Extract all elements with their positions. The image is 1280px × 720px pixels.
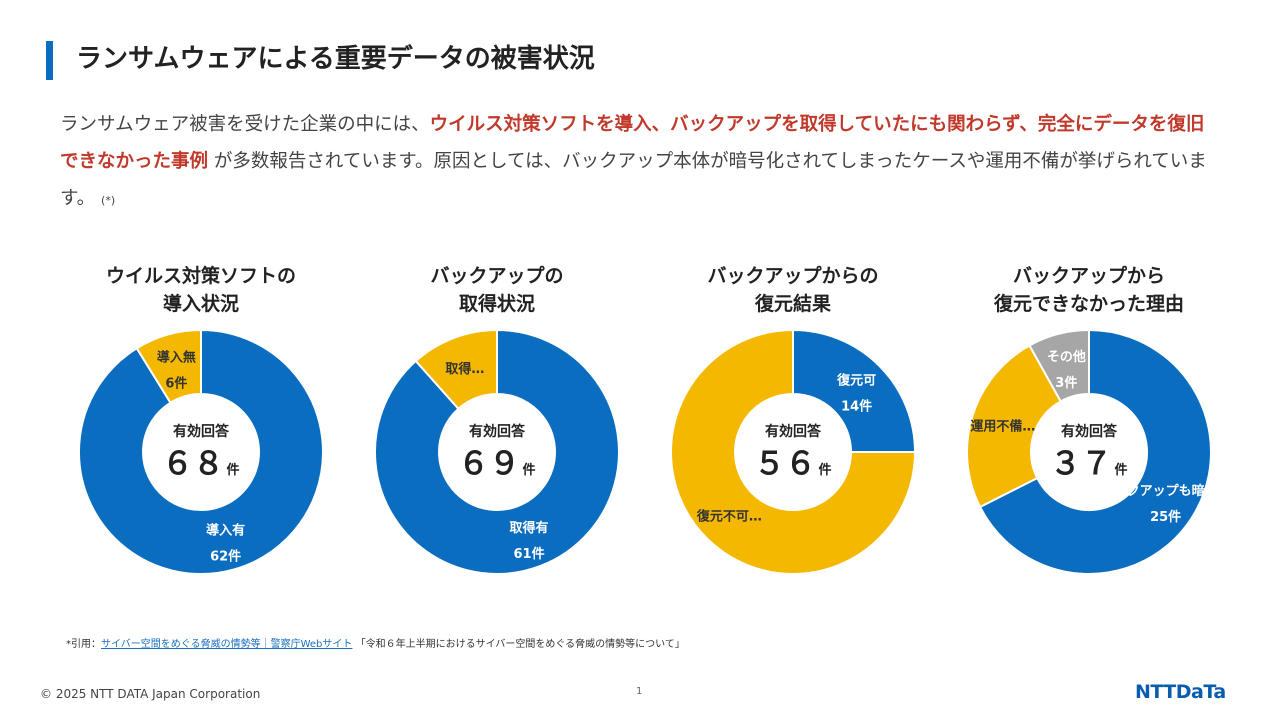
chart-antivirus-status: ウイルス対策ソフトの 導入状況 導入有 62件 導入無 6件有効回答 ６８ 件 <box>71 262 331 582</box>
donut-slice <box>135 328 202 405</box>
center-value: ６９ <box>458 446 520 482</box>
page-title: ランサムウェアによる重要データの被害状況 <box>76 44 595 74</box>
intro-text-1: ランサムウェア被害を受けた企業の中には、 <box>60 114 430 135</box>
intro-text-2: が多数報告されています。原因としては、バックアップ本体が暗号化されてしまったケー… <box>60 151 1207 209</box>
intro-highlight: ウイルス対策ソフトを導入、バックアップを取得していたにも関わらず、完全にデータを… <box>60 114 1205 172</box>
slice-label: その他 <box>1047 349 1086 365</box>
citation-footnote: *引用：サイバー空間をめぐる脅威の情勢等｜警察庁Webサイト 「令和６年上半期に… <box>66 638 806 652</box>
chart-title-line: 導入状況 <box>162 293 239 315</box>
donut-slice <box>78 328 324 575</box>
intro-paragraph: ランサムウェア被害を受けた企業の中には、ウイルス対策ソフトを導入、バックアップを… <box>60 106 1220 219</box>
donut-slice <box>1028 328 1090 403</box>
chart-title: バックアップからの 復元結果 <box>663 262 923 318</box>
center-value: ６８ <box>162 446 224 482</box>
citation-link[interactable]: サイバー空間をめぐる脅威の情勢等｜警察庁Webサイト <box>101 639 353 650</box>
chart-title: ウイルス対策ソフトの 導入状況 <box>71 262 331 318</box>
slice-label: 復元不可… <box>696 509 762 525</box>
slice-value-label: 6件 <box>165 375 187 391</box>
donut-slice <box>792 328 917 453</box>
slice-value-label: 3件 <box>1055 375 1077 391</box>
footnote-prefix: *引用： <box>66 639 101 650</box>
slice-label: 運用不備… <box>970 419 1035 435</box>
footnote-suffix: 「令和６年上半期におけるサイバー空間をめぐる脅威の情勢等について」 <box>352 639 685 650</box>
slice-value-label: 14件 <box>841 398 872 414</box>
donut-slice <box>374 328 620 575</box>
donut-slice <box>966 344 1063 509</box>
chart-restore-failure-reason: バックアップから 復元できなかった理由 バックアップも暗号化 25件 運用不備… その他… <box>959 262 1219 582</box>
page-number: 1 <box>636 686 643 697</box>
slice-label: 導入無 <box>157 349 196 365</box>
donut-chart: 取得有 61件 取得… 有効回答 ６９ 件 <box>374 328 620 575</box>
copyright: © 2025 NTT DATA Japan Corporation <box>40 687 261 701</box>
chart-title-line: バックアップの <box>430 265 564 287</box>
slice-label: 取得… <box>445 361 484 377</box>
center-value: ５６ <box>754 446 816 482</box>
slice-value-label: 61件 <box>514 546 545 562</box>
center-label: 有効回答 <box>1061 423 1118 440</box>
center-value: ３７ <box>1050 446 1112 482</box>
center-label: 有効回答 <box>765 423 822 440</box>
slice-label: 復元可 <box>836 372 876 388</box>
center-unit: 件 <box>226 462 239 478</box>
donut-slice <box>414 328 498 411</box>
slice-label: 取得有 <box>510 520 549 536</box>
donut-slice <box>978 328 1212 575</box>
center-label: 有効回答 <box>173 423 230 440</box>
chart-title-line: 復元できなかった理由 <box>993 293 1184 315</box>
chart-backup-status: バックアップの 取得状況 取得有 61件 取得… 有効回答 ６９ 件 <box>367 262 627 582</box>
intro-reference-mark: (*) <box>101 194 116 207</box>
chart-title: バックアップから 復元できなかった理由 <box>959 262 1219 318</box>
slice-value-label: 25件 <box>1150 509 1181 525</box>
slice-value-label: 62件 <box>210 549 241 565</box>
chart-title: バックアップの 取得状況 <box>367 262 627 318</box>
center-unit: 件 <box>1114 462 1127 478</box>
slice-label: 導入有 <box>206 523 245 539</box>
chart-title-line: ウイルス対策ソフトの <box>105 265 296 287</box>
chart-title-line: バックアップからの <box>707 265 879 287</box>
donut-slice <box>670 328 917 575</box>
title-accent-bar <box>46 41 53 80</box>
chart-restore-result: バックアップからの 復元結果 復元可 14件復元不可… 有効回答 ５６ 件 <box>663 262 923 582</box>
center-unit: 件 <box>522 462 535 478</box>
slice-label: バックアップも暗号化 <box>1101 483 1219 499</box>
chart-title-line: バックアップから <box>1012 265 1165 287</box>
center-unit: 件 <box>818 462 831 478</box>
center-label: 有効回答 <box>469 423 526 440</box>
chart-title-line: 復元結果 <box>754 293 831 315</box>
chart-title-line: 取得状況 <box>458 293 535 315</box>
ntt-data-logo: NTTDaTa <box>1135 681 1226 703</box>
